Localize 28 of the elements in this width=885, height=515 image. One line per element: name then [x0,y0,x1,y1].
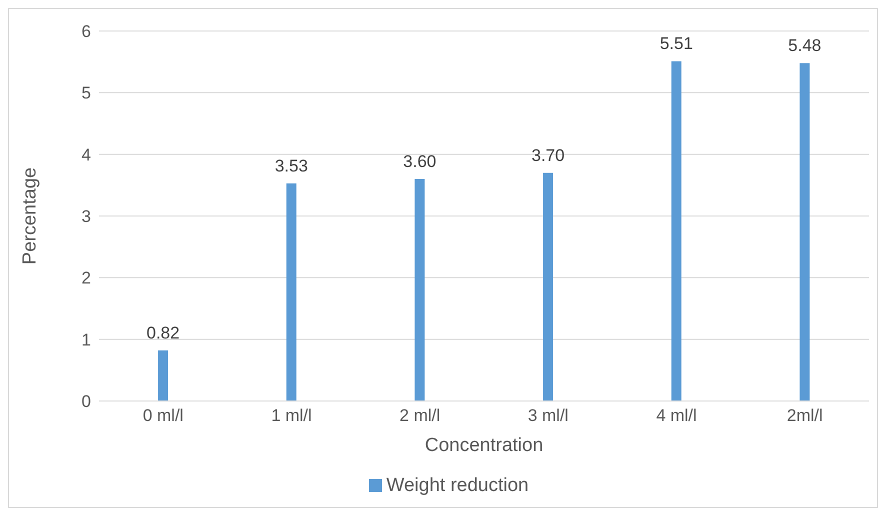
data-label: 0.82 [146,323,180,342]
legend-label: Weight reduction [386,475,529,496]
y-tick-label: 5 [82,84,91,103]
x-tick-label: 3 ml/l [528,406,568,426]
y-tick-label: 4 [82,145,91,164]
y-axis-title: Percentage [20,167,41,265]
y-tick-label: 1 [82,330,91,350]
x-tick-label: 1 ml/l [271,406,312,426]
bar [158,350,168,401]
data-label: 3.70 [531,146,565,165]
x-axis-title: Concentration [424,435,544,456]
x-tick-label: 0 ml/l [142,406,184,426]
x-tick-label: 4 ml/l [656,406,697,426]
y-tick-label: 2 [82,268,91,288]
y-tick-label: 0 [82,392,91,412]
data-label: 5.51 [660,34,693,54]
data-label: 3.60 [403,152,436,171]
x-tick-label: 2 ml/l [400,406,440,426]
bar [671,61,682,401]
data-label: 5.48 [788,36,822,56]
y-tick-label: 6 [82,22,91,42]
bar [414,179,425,401]
bar [286,183,296,401]
y-tick-label: 3 [82,207,91,226]
data-label: 3.53 [274,156,308,176]
x-tick-label: 2ml/l [786,406,823,426]
bar [800,63,810,401]
bar [543,172,554,401]
